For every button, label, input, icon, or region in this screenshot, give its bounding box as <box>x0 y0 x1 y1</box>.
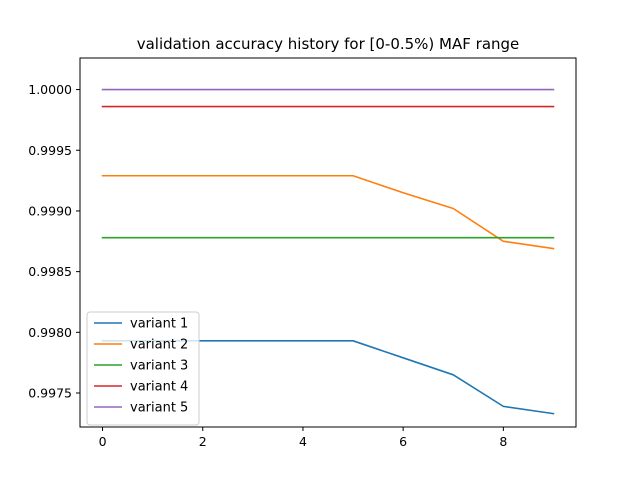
x-tick-label: 6 <box>399 434 407 449</box>
x-axis: 0 2 4 6 8 <box>99 427 507 449</box>
y-tick-label: 0.9975 <box>28 386 72 401</box>
chart-title: validation accuracy history for [0-0.5%)… <box>137 35 520 53</box>
legend-label-5: variant 5 <box>130 401 188 416</box>
legend-box <box>86 311 200 426</box>
legend-label-1: variant 1 <box>130 317 188 332</box>
y-tick-label: 1.0000 <box>28 82 72 97</box>
legend: variant 1 variant 2 variant 3 variant 4 vari… <box>86 311 200 426</box>
series-line-2 <box>101 174 555 250</box>
y-axis: 0.9975 0.9980 0.9985 0.9990 0.9995 1.0000 <box>28 82 80 401</box>
y-tick-label: 0.9990 <box>28 203 72 218</box>
y-tick-label: 0.9995 <box>28 143 72 158</box>
x-tick-label: 0 <box>99 434 107 449</box>
x-tick-label: 8 <box>499 434 507 449</box>
plot-area-frame <box>79 57 577 428</box>
legend-label-3: variant 3 <box>130 359 188 374</box>
y-tick-label: 0.9985 <box>28 264 72 279</box>
y-tick-label: 0.9980 <box>28 325 72 340</box>
legend-label-2: variant 2 <box>130 338 188 353</box>
x-tick-label: 4 <box>299 434 307 449</box>
legend-label-4: variant 4 <box>130 380 188 395</box>
x-tick-label: 2 <box>199 434 207 449</box>
